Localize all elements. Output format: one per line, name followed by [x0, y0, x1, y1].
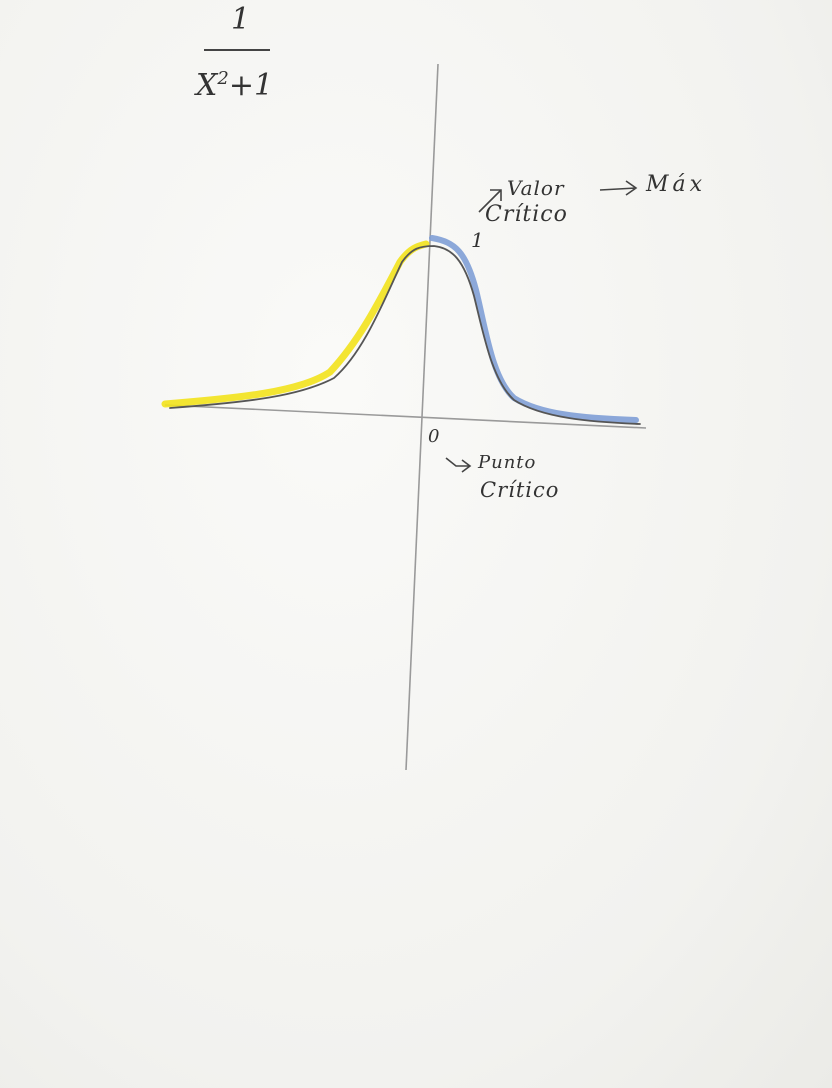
x-axis — [164, 404, 647, 429]
maximum-label: Máx — [646, 172, 707, 197]
function-curve — [169, 245, 641, 425]
right-curve-highlight — [429, 235, 639, 423]
arrow-valor-critico — [478, 189, 502, 213]
denominator-base: X — [196, 68, 218, 103]
critical-point-label-line1: Punto — [478, 452, 537, 473]
critical-point-label-line2: Crítico — [480, 478, 560, 502]
left-curve-highlight — [161, 240, 430, 408]
formula-numerator: 1 — [231, 2, 251, 37]
origin-label: 0 — [428, 426, 440, 447]
critical-value-label-line2: Crítico — [485, 202, 568, 227]
peak-value-label: 1 — [471, 228, 484, 252]
denominator-rest: +1 — [228, 68, 274, 103]
arrow-max — [599, 180, 638, 196]
denominator-exponent: 2 — [217, 68, 229, 89]
critical-value-label-line1: Valor — [507, 176, 565, 200]
arrow-punto-critico — [445, 457, 472, 473]
formula-denominator: X2+1 — [196, 68, 273, 103]
